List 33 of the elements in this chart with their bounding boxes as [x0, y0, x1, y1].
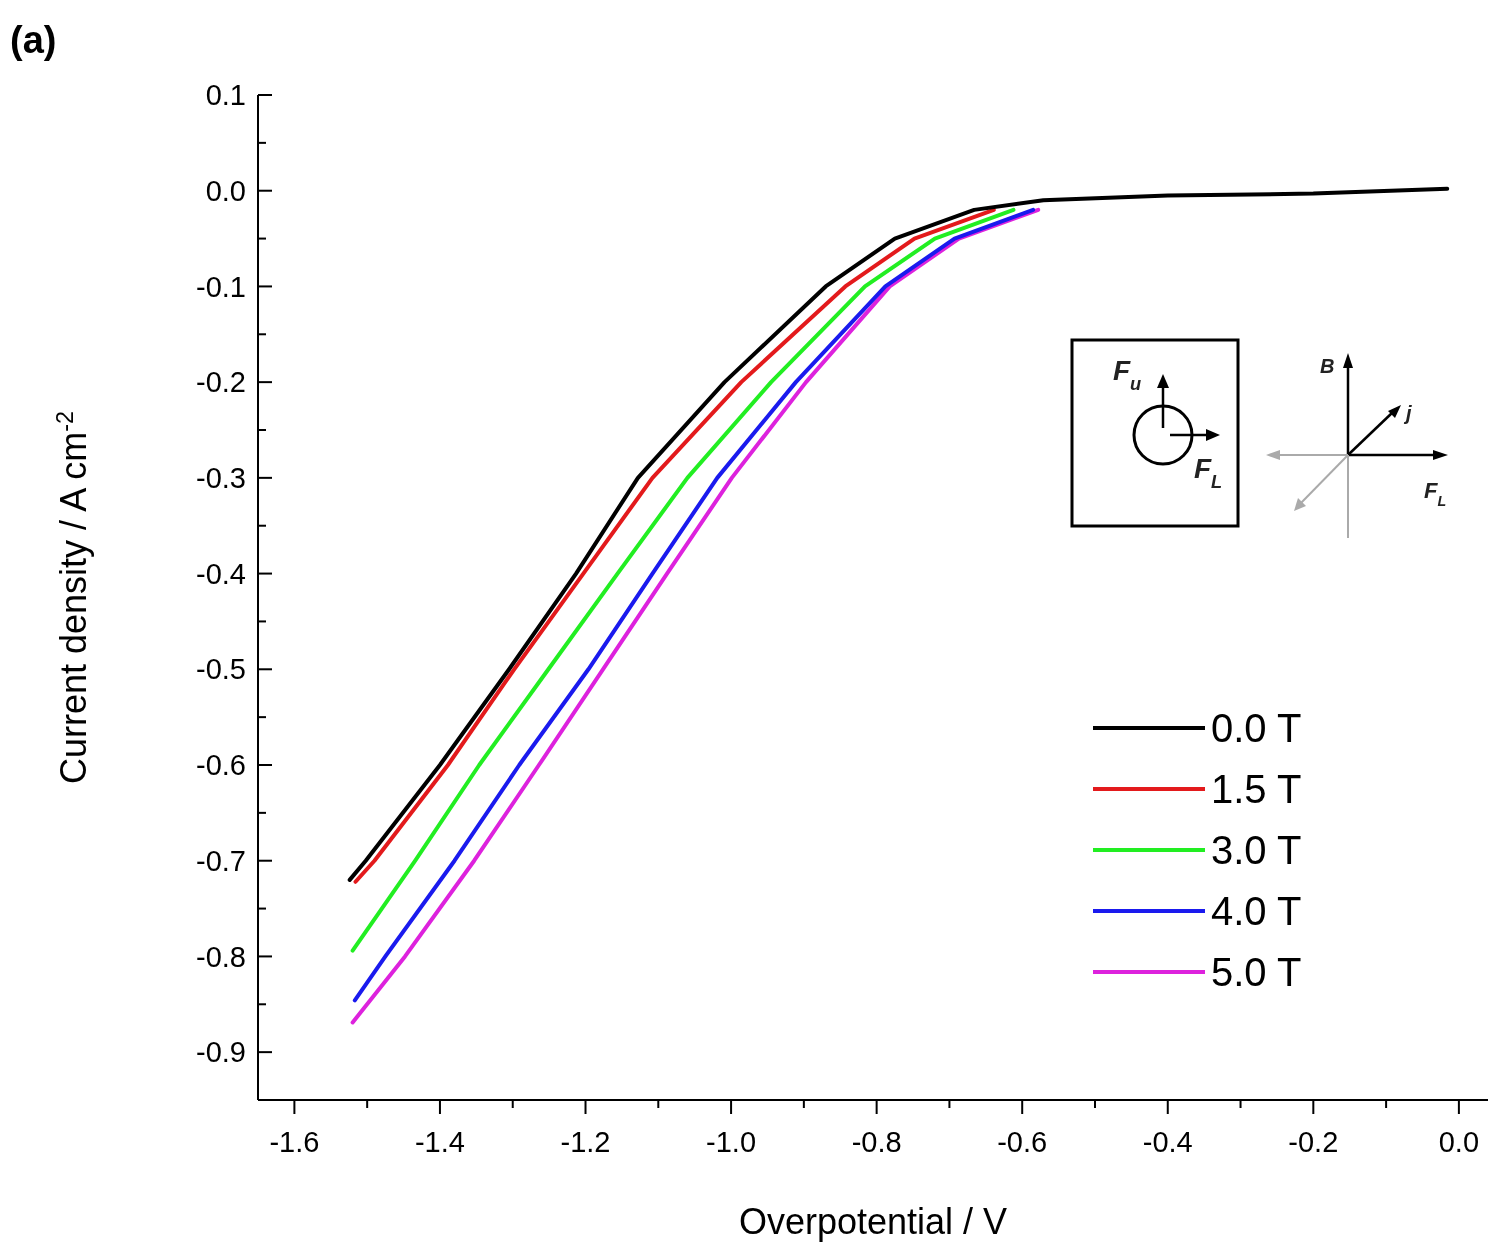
line-series: [347, 186, 1450, 882]
x-tick-label: -0.2: [1288, 1126, 1339, 1158]
x-tick-label: -1.4: [414, 1126, 465, 1158]
y-tick-label: -0.5: [196, 653, 246, 686]
x-tick-label: -0.6: [997, 1126, 1048, 1158]
legend-label: 3.0 T: [1211, 828, 1302, 872]
chart-title: (a): [10, 19, 57, 61]
y-tick-label: -0.4: [196, 557, 246, 590]
legend-label: 1.5 T: [1211, 767, 1302, 811]
legend-label: 5.0 T: [1211, 950, 1302, 994]
y-tick-label: -0.2: [196, 366, 246, 399]
annotation: F$_{L}$: [1194, 453, 1223, 492]
annotation: F$_{L}$: [1424, 478, 1447, 509]
y-tick-label: -0.6: [196, 749, 246, 782]
legend-label: 0.0 T: [1211, 706, 1302, 750]
legend-label: 4.0 T: [1211, 889, 1302, 933]
y-tick-label: -0.7: [196, 844, 246, 877]
annotation: B: [1320, 355, 1335, 377]
y-tick-label: -0.9: [196, 1036, 246, 1069]
x-tick-label: -1.2: [560, 1126, 611, 1158]
x-tick-label: -1.6: [269, 1126, 320, 1158]
y-tick-label: -0.1: [196, 270, 246, 303]
y-tick-label: -0.8: [196, 940, 246, 973]
x-tick-label: -0.4: [1142, 1126, 1193, 1158]
x-axis-title: Overpotential / V: [738, 1201, 1008, 1242]
annotation: F$_{u}$: [1113, 355, 1142, 394]
y-tick-label: 0.1: [205, 79, 246, 112]
x-tick-label: 0.0: [1438, 1126, 1480, 1158]
y-tick-label: 0.0: [205, 174, 246, 207]
y-tick-label: -0.3: [196, 462, 246, 495]
x-tick-label: -0.8: [851, 1126, 902, 1158]
annotation: j: [1403, 402, 1412, 424]
x-tick-label: -1.0: [706, 1126, 757, 1158]
